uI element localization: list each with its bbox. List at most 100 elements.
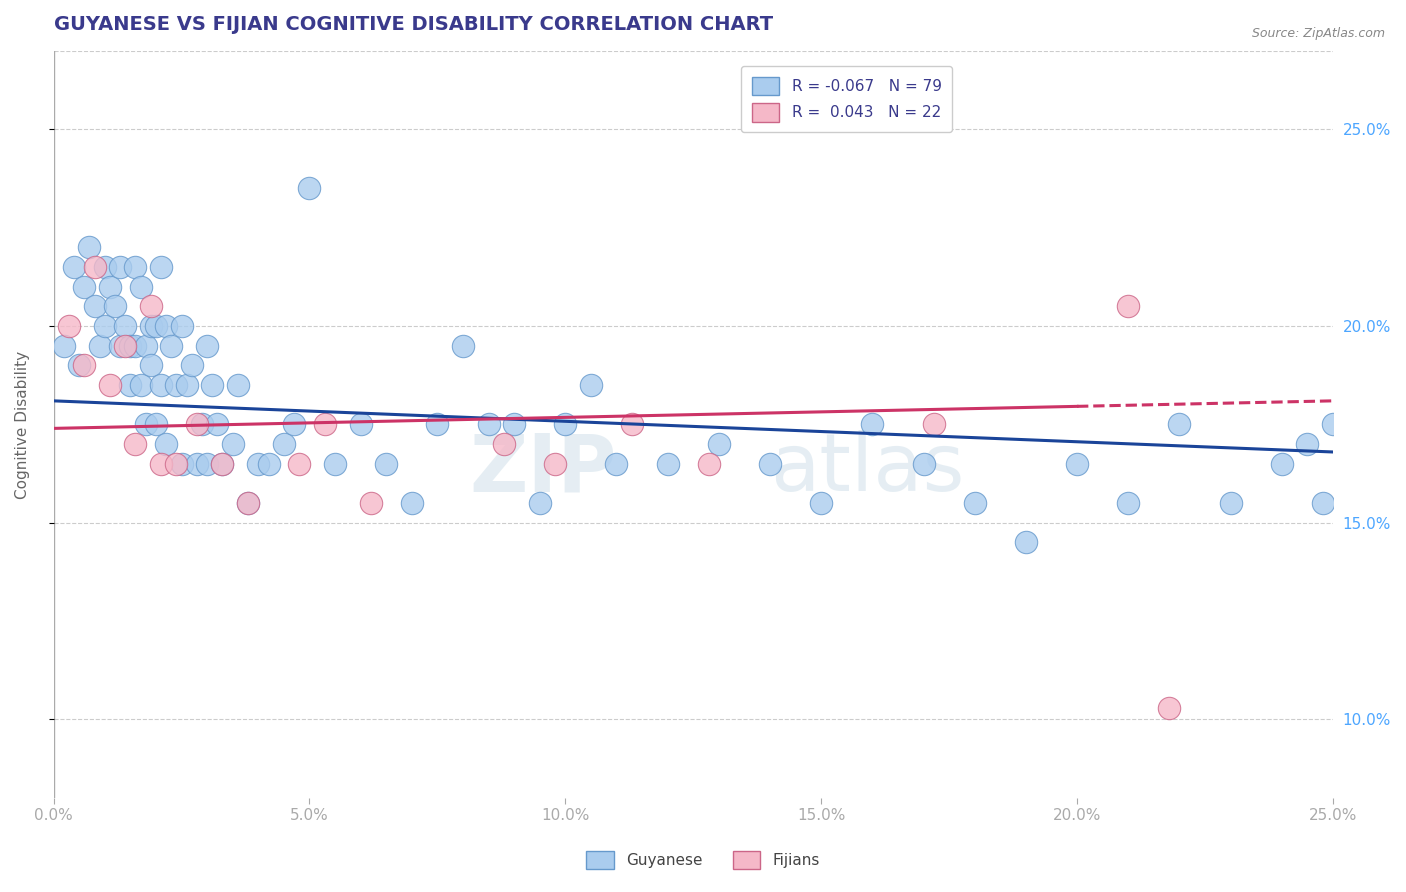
- Point: [155, 319, 177, 334]
- Point: [257, 457, 280, 471]
- Point: [922, 417, 945, 432]
- Point: [1116, 496, 1139, 510]
- Text: GUYANESE VS FIJIAN COGNITIVE DISABILITY CORRELATION CHART: GUYANESE VS FIJIAN COGNITIVE DISABILITY …: [53, 15, 773, 34]
- Point: [180, 359, 202, 373]
- Point: [360, 496, 382, 510]
- Point: [120, 339, 142, 353]
- Point: [150, 378, 173, 392]
- Point: [165, 378, 187, 392]
- Point: [145, 417, 167, 432]
- Point: [114, 339, 136, 353]
- Point: [135, 417, 157, 432]
- Point: [350, 417, 373, 432]
- Point: [63, 260, 86, 274]
- Point: [58, 319, 80, 334]
- Point: [89, 339, 111, 353]
- Point: [160, 339, 183, 353]
- Point: [108, 339, 131, 353]
- Text: Source: ZipAtlas.com: Source: ZipAtlas.com: [1251, 27, 1385, 40]
- Point: [451, 339, 474, 353]
- Point: [186, 417, 208, 432]
- Point: [124, 437, 146, 451]
- Point: [145, 319, 167, 334]
- Point: [810, 496, 832, 510]
- Point: [195, 339, 218, 353]
- Point: [236, 496, 259, 510]
- Point: [426, 417, 449, 432]
- Point: [657, 457, 679, 471]
- Point: [139, 359, 162, 373]
- Point: [529, 496, 551, 510]
- Point: [288, 457, 311, 471]
- Point: [52, 339, 75, 353]
- Point: [1219, 496, 1241, 510]
- Point: [1312, 496, 1334, 510]
- Point: [207, 417, 229, 432]
- Point: [401, 496, 423, 510]
- Point: [554, 417, 576, 432]
- Point: [211, 457, 233, 471]
- Point: [139, 300, 162, 314]
- Point: [579, 378, 602, 392]
- Legend: Guyanese, Fijians: Guyanese, Fijians: [579, 845, 827, 875]
- Point: [135, 339, 157, 353]
- Y-axis label: Cognitive Disability: Cognitive Disability: [15, 351, 30, 499]
- Point: [477, 417, 499, 432]
- Point: [860, 417, 883, 432]
- Point: [912, 457, 935, 471]
- Point: [139, 319, 162, 334]
- Point: [114, 319, 136, 334]
- Point: [155, 437, 177, 451]
- Point: [1296, 437, 1319, 451]
- Point: [314, 417, 336, 432]
- Point: [98, 378, 121, 392]
- Point: [165, 457, 187, 471]
- Point: [222, 437, 245, 451]
- Point: [94, 319, 117, 334]
- Point: [211, 457, 233, 471]
- Point: [1015, 535, 1038, 549]
- Point: [170, 457, 193, 471]
- Point: [1322, 417, 1344, 432]
- Point: [1271, 457, 1294, 471]
- Point: [1066, 457, 1088, 471]
- Point: [195, 457, 218, 471]
- Point: [247, 457, 270, 471]
- Point: [605, 457, 627, 471]
- Point: [226, 378, 249, 392]
- Point: [83, 260, 105, 274]
- Point: [120, 378, 142, 392]
- Point: [129, 280, 152, 294]
- Point: [273, 437, 295, 451]
- Point: [620, 417, 643, 432]
- Point: [544, 457, 567, 471]
- Point: [759, 457, 782, 471]
- Text: ZIP: ZIP: [470, 430, 616, 508]
- Point: [201, 378, 224, 392]
- Point: [129, 378, 152, 392]
- Point: [1116, 300, 1139, 314]
- Point: [323, 457, 346, 471]
- Point: [283, 417, 305, 432]
- Point: [375, 457, 398, 471]
- Point: [1168, 417, 1191, 432]
- Point: [150, 457, 173, 471]
- Point: [73, 359, 96, 373]
- Point: [697, 457, 720, 471]
- Point: [98, 280, 121, 294]
- Point: [79, 240, 101, 254]
- Point: [150, 260, 173, 274]
- Point: [191, 417, 214, 432]
- Point: [492, 437, 515, 451]
- Point: [108, 260, 131, 274]
- Point: [94, 260, 117, 274]
- Point: [124, 260, 146, 274]
- Point: [1159, 700, 1181, 714]
- Point: [236, 496, 259, 510]
- Point: [503, 417, 526, 432]
- Point: [124, 339, 146, 353]
- Point: [170, 319, 193, 334]
- Point: [67, 359, 90, 373]
- Point: [83, 300, 105, 314]
- Point: [104, 300, 127, 314]
